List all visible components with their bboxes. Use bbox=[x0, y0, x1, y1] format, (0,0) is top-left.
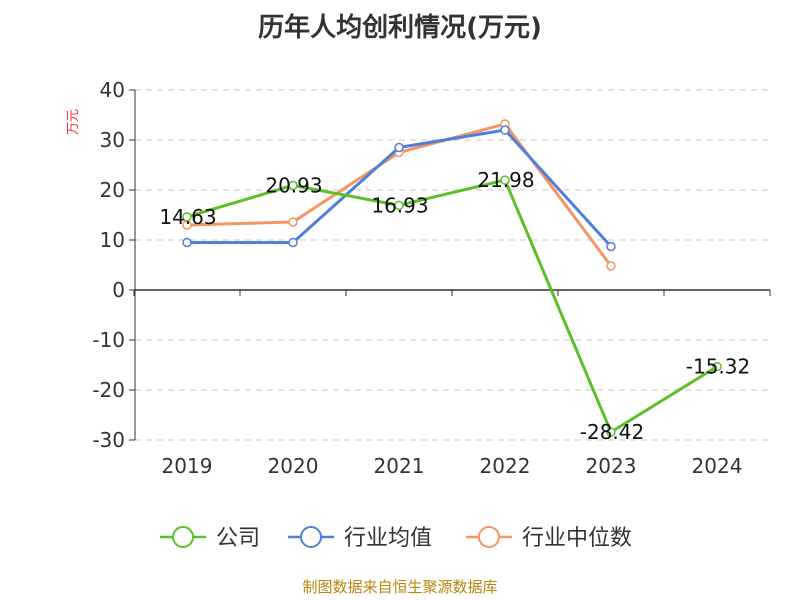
data-point bbox=[394, 142, 404, 153]
data-label: -15.32 bbox=[686, 355, 750, 379]
data-label: -28.42 bbox=[580, 420, 644, 444]
x-tick-label: 2023 bbox=[586, 454, 637, 478]
legend-label: 公司 bbox=[216, 526, 260, 551]
legend-item[interactable]: 公司 bbox=[160, 526, 260, 551]
data-point bbox=[182, 237, 192, 248]
y-tick-label: 10 bbox=[100, 228, 125, 252]
data-point bbox=[394, 200, 404, 211]
data-point bbox=[606, 241, 616, 252]
x-tick-label: 2022 bbox=[480, 454, 531, 478]
data-label: 16.93 bbox=[371, 193, 428, 217]
x-tick-label: 2019 bbox=[162, 454, 213, 478]
data-point bbox=[182, 212, 192, 222]
data-point bbox=[288, 180, 298, 191]
y-tick-label: 40 bbox=[100, 78, 125, 102]
data-point bbox=[606, 427, 616, 437]
y-tick-label: 0 bbox=[112, 278, 125, 302]
series-line-0 bbox=[186, 178, 718, 434]
legend-item[interactable]: 行业中位数 bbox=[466, 526, 632, 551]
y-tick-label: -20 bbox=[92, 378, 125, 402]
legend-label: 行业均值 bbox=[344, 526, 432, 551]
legend-label: 行业中位数 bbox=[522, 526, 632, 551]
x-tick-label: 2024 bbox=[692, 454, 743, 478]
source-note: 制图数据来自恒生聚源数据库 bbox=[302, 578, 497, 596]
y-tick-label: -10 bbox=[92, 328, 125, 352]
y-tick-label: 20 bbox=[100, 178, 125, 202]
y-tick-label: -30 bbox=[92, 428, 125, 452]
legend-item[interactable]: 行业均值 bbox=[288, 526, 432, 551]
y-axis-ticks: 40 30 20 10 0 -10 -20 -30 bbox=[92, 78, 136, 452]
data-label: 21.98 bbox=[477, 168, 534, 192]
data-label: 20.93 bbox=[265, 173, 322, 197]
x-tick-label: 2021 bbox=[374, 454, 425, 478]
legend[interactable]: 公司 行业均值 行业中位数 bbox=[160, 526, 632, 551]
data-point bbox=[500, 175, 510, 185]
data-point bbox=[606, 261, 616, 271]
gridlines bbox=[135, 89, 768, 441]
y-axis-label: 万元 bbox=[66, 109, 81, 135]
legend-swatch-marker bbox=[478, 526, 500, 548]
data-label: 14.63 bbox=[159, 205, 216, 229]
legend-swatch-marker bbox=[300, 526, 322, 548]
data-point bbox=[712, 361, 722, 372]
data-labels: 14.63 20.93 16.93 21.98 -28.42 -15.32 bbox=[159, 168, 750, 444]
data-point bbox=[288, 217, 298, 227]
legend-swatch-marker bbox=[172, 526, 194, 548]
data-point bbox=[500, 125, 510, 135]
chart-title: 历年人均创利情况(万元) bbox=[258, 12, 542, 43]
data-point bbox=[288, 237, 298, 248]
x-tick-label: 2020 bbox=[268, 454, 319, 478]
x-axis: 2019 2020 2021 2022 2023 2024 bbox=[133, 289, 771, 478]
y-tick-label: 30 bbox=[100, 128, 125, 152]
series-group bbox=[182, 119, 722, 437]
